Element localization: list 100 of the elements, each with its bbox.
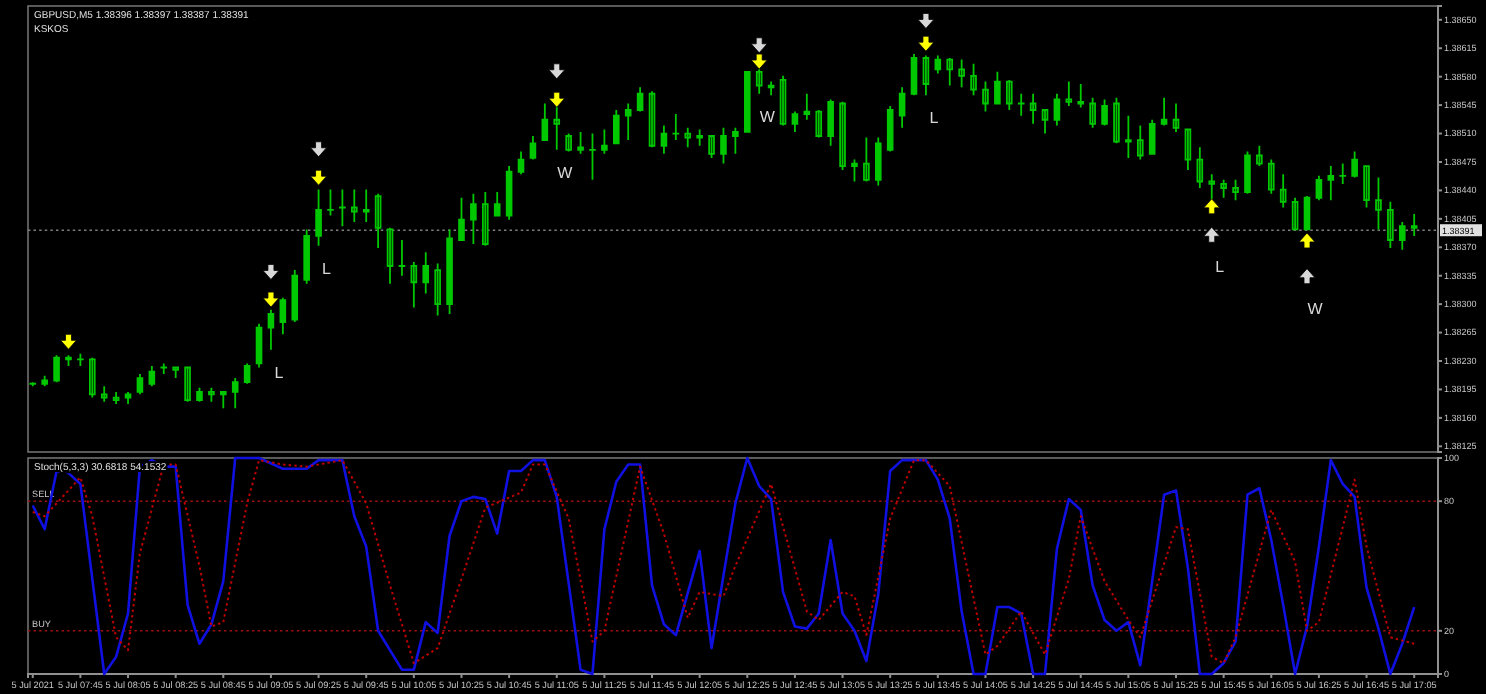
candlestick	[684, 126, 692, 149]
candlestick	[577, 131, 584, 155]
candlestick	[720, 126, 727, 165]
candlestick	[89, 356, 96, 399]
candlestick	[124, 390, 132, 405]
point	[262, 291, 280, 308]
candlestick	[708, 135, 715, 159]
candlestick	[339, 188, 346, 228]
candlestick	[160, 362, 168, 375]
candlestick	[1256, 144, 1263, 167]
candlestick	[1101, 98, 1108, 127]
candlestick	[1125, 114, 1132, 159]
candlestick	[1375, 176, 1382, 231]
point	[310, 169, 327, 186]
annotation: L	[1215, 258, 1226, 277]
candlestick	[839, 100, 846, 171]
candlestick	[827, 98, 834, 147]
candlestick	[172, 366, 179, 379]
candlestick	[994, 70, 1001, 105]
candlestick	[970, 62, 977, 97]
candlestick	[1077, 83, 1085, 109]
candlestick	[732, 126, 739, 155]
candlestick	[1387, 200, 1394, 249]
candlestick	[291, 269, 299, 323]
point	[310, 141, 327, 158]
candlestick	[565, 132, 572, 153]
candlestick	[1279, 173, 1287, 209]
candlestick	[1089, 96, 1096, 129]
candlestick	[898, 86, 906, 129]
candlestick	[53, 354, 60, 384]
candlestick	[1267, 158, 1275, 195]
annotation: W	[557, 163, 574, 182]
annotation: W	[759, 107, 776, 126]
candlestick	[803, 92, 811, 121]
candlestick	[958, 58, 965, 89]
point	[750, 53, 768, 70]
candlestick	[422, 251, 430, 295]
candlestick	[1172, 102, 1180, 133]
candlestick	[672, 113, 680, 141]
candlestick	[1136, 124, 1144, 161]
candlestick	[231, 377, 239, 410]
candlestick	[541, 102, 549, 141]
point	[917, 13, 935, 29]
candlestick	[1029, 92, 1037, 125]
annotation: L	[322, 259, 333, 278]
candlestick	[303, 228, 310, 285]
candlestick	[612, 109, 620, 145]
candlestick	[1017, 92, 1025, 117]
candlestick	[196, 386, 203, 403]
candlestick	[851, 158, 858, 183]
candlestick	[29, 381, 37, 388]
candlestick	[1398, 221, 1406, 251]
candlestick	[362, 188, 370, 223]
candlestick	[696, 128, 703, 147]
candlestick	[279, 296, 287, 336]
candlestick	[815, 109, 823, 139]
candlestick	[482, 191, 489, 247]
candlestick	[767, 80, 775, 97]
point	[750, 37, 768, 54]
annotation: L	[274, 363, 285, 382]
candlestick	[1041, 109, 1049, 135]
candlestick	[1196, 146, 1204, 189]
candlestick	[1005, 79, 1013, 111]
candlestick	[1244, 150, 1251, 195]
candlestick	[589, 132, 596, 181]
point	[548, 91, 566, 108]
candlestick	[517, 150, 525, 176]
candlestick	[77, 352, 84, 367]
candlestick	[184, 366, 191, 403]
point	[917, 35, 935, 52]
candlestick	[208, 386, 215, 403]
candlestick	[1220, 178, 1227, 199]
candlestick	[529, 135, 537, 161]
candlestick	[220, 390, 227, 410]
point	[1298, 268, 1316, 285]
candlestick	[1410, 213, 1418, 237]
candlestick	[1160, 96, 1168, 127]
candlestick	[1327, 165, 1335, 202]
candlestick	[982, 80, 989, 113]
candlestick	[493, 191, 501, 217]
candlestick	[398, 239, 406, 277]
annotation: L	[929, 109, 940, 128]
candlestick	[374, 192, 382, 249]
candlestick	[410, 261, 418, 309]
candlestick	[351, 188, 358, 223]
candlestick	[1339, 162, 1347, 185]
candlestick	[100, 385, 108, 403]
candlestick	[601, 128, 608, 155]
annotation: W	[1307, 299, 1324, 318]
candlestick	[267, 308, 275, 351]
candlestick	[446, 228, 453, 315]
candlestick	[660, 124, 668, 155]
point	[262, 264, 280, 280]
candlestick	[863, 136, 870, 183]
candlestick	[470, 192, 477, 245]
candlestick	[148, 364, 156, 388]
candlestick	[791, 110, 799, 133]
point	[1298, 232, 1316, 249]
candlestick	[315, 188, 322, 247]
candlestick	[1351, 150, 1358, 179]
